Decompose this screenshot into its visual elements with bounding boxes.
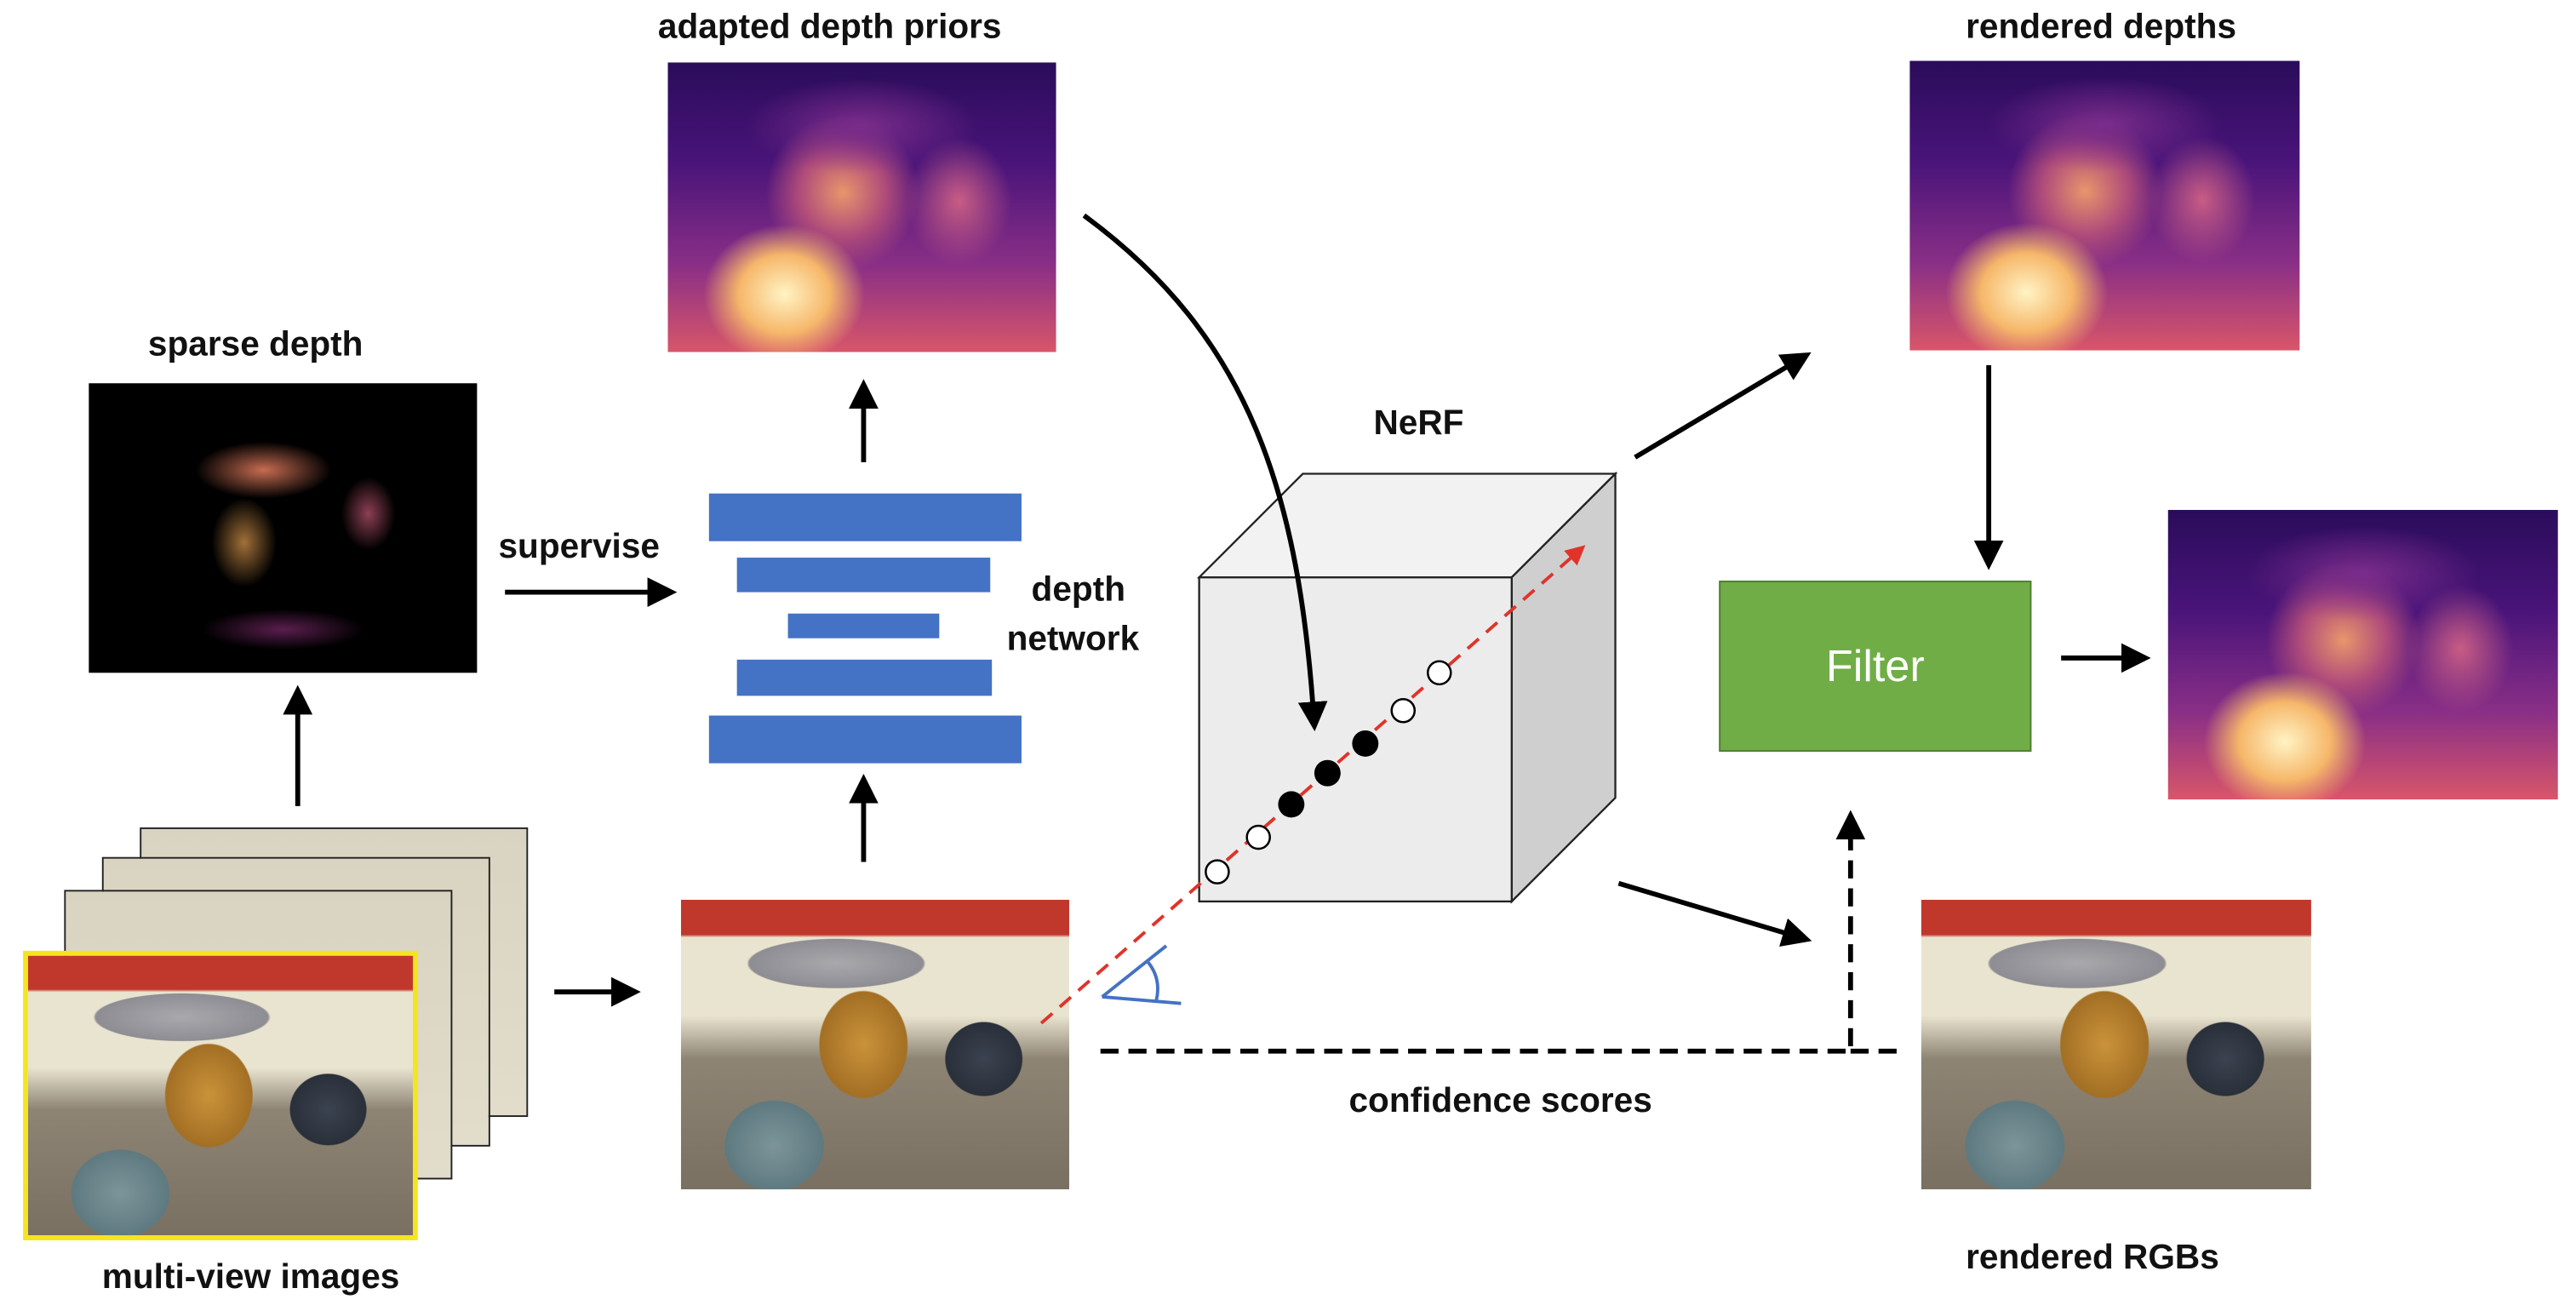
multi-view-frame-1-highlighted [23,950,418,1240]
nerf-label: NeRF [1373,404,1464,443]
network-layer-4 [736,659,993,696]
network-layer-2 [736,558,991,593]
filtered-depth-image [2167,510,2558,800]
sample-point-empty [1245,824,1271,850]
confidence-scores-label: confidence scores [1348,1082,1652,1120]
network-layer-5 [708,715,1022,764]
multi-view-images-label: multi-view images [101,1258,400,1297]
arrow-nerf-to-rendered-rgbs [1617,880,1812,947]
arrow-priors-to-nerf [1082,213,1328,732]
camera-frustum-icon [1101,944,1182,1005]
sparse-depth-label: sparse depth [147,325,364,364]
ray-sample-points [1205,660,1452,884]
sample-point-filled [1314,759,1341,787]
rendered-depth-image [1909,60,2300,351]
sparse-depth-image [89,383,478,673]
adapted-depth-prior-image [667,62,1056,352]
filter-label: Filter [1825,640,1925,690]
sample-point-filled [1352,730,1379,757]
rendered-rgbs-label: rendered RGBs [1966,1239,2219,1277]
depth-network-label-line1: depth [1031,570,1125,609]
sample-point-empty [1205,859,1230,884]
arrow-confidence-scores [1100,810,1866,1054]
network-layer-1 [708,493,1022,541]
arrow-nerf-to-rendered-depths [1634,352,1812,460]
sample-point-empty [1390,697,1417,724]
input-rgb-image [680,899,1069,1190]
sample-point-empty [1426,660,1452,686]
rendered-rgb-image [1921,899,2311,1190]
sample-point-filled [1278,791,1305,818]
rendered-depths-label: rendered depths [1966,8,2237,47]
network-layer-3 [787,613,940,638]
adapted-depth-priors-label: adapted depth priors [657,8,1002,47]
filter-box: Filter [1719,581,2032,753]
supervise-label: supervise [498,528,660,566]
depth-network-label-line2: network [1006,620,1140,658]
camera-ray [1039,545,1586,1025]
